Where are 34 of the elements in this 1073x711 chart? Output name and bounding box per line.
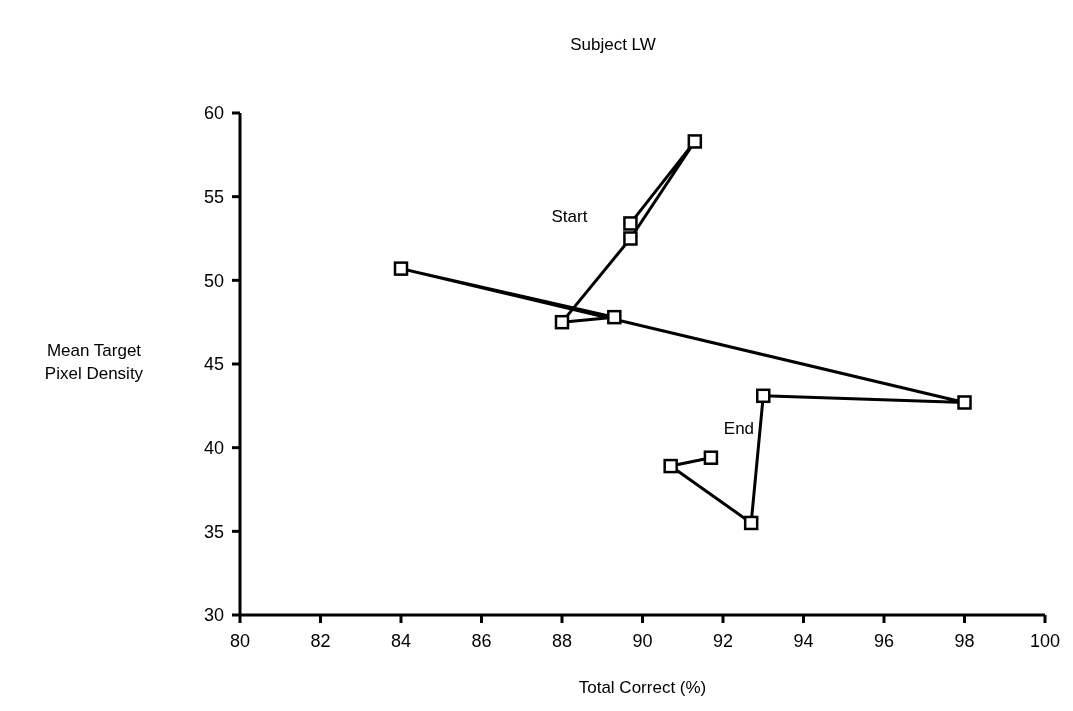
y-tick-label: 40 [203,437,224,458]
annotation: End [723,418,755,438]
x-tick-label: 98 [954,631,975,651]
chart-title: Subject LW [570,35,656,54]
x-tick-label: 88 [551,631,573,651]
y-tick-label: 35 [203,521,224,542]
point [554,314,570,330]
point [703,450,719,465]
x-axis-title: Total Correct (%) [578,678,707,697]
point [687,134,703,149]
x-tick-label: 82 [310,631,331,651]
y-tick-label: 30 [203,605,224,626]
x-tick-label: 100 [1029,631,1061,651]
point [607,309,622,325]
y-tick-label: 50 [203,270,224,291]
point [743,515,759,531]
x-tick-label: 90 [632,631,653,651]
point [393,261,409,276]
y-tick-label: 45 [203,354,224,375]
x-tick-label: 84 [390,631,412,651]
point [957,395,972,410]
point [623,231,638,246]
x-tick-label: 86 [471,631,492,651]
point [623,216,638,231]
x-tick-label: 96 [873,631,895,651]
y-axis-title: Mean Target Pixel Density [44,341,144,383]
x-tick-label: 94 [793,631,814,651]
point [663,458,678,474]
point [756,388,771,404]
y-tick-label: 60 [203,103,224,124]
x-tick-label: 92 [712,631,734,651]
annotation: Start [551,207,588,227]
y-tick-label: 55 [203,186,224,207]
x-tick-label: 80 [229,631,251,651]
